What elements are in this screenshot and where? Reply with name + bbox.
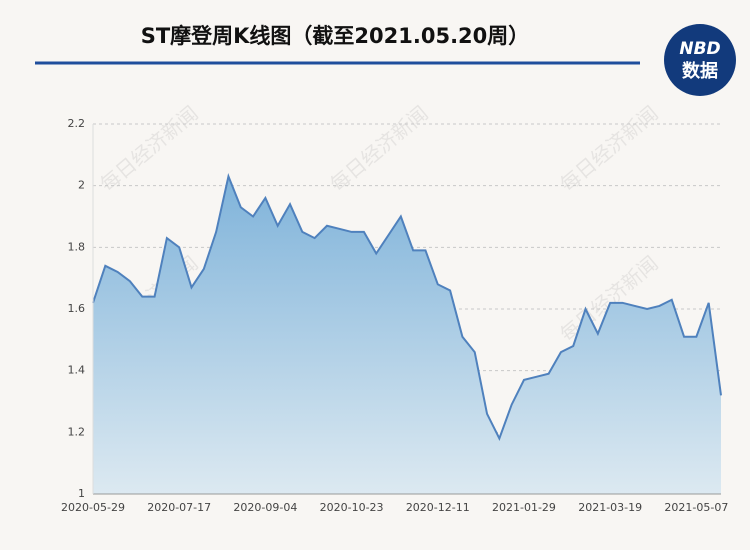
- x-tick-label: 2021-05-07: [664, 501, 728, 514]
- y-tick-label: 1.4: [68, 364, 86, 377]
- x-tick-label: 2020-12-11: [406, 501, 470, 514]
- logo-text: 数据: [682, 60, 718, 82]
- logo-text: NBD: [679, 39, 720, 59]
- logo-circle: [664, 24, 736, 96]
- y-tick-label: 2: [78, 179, 85, 192]
- x-tick-label: 2020-09-04: [233, 501, 297, 514]
- area-fill: [93, 176, 721, 494]
- area-line: [92, 173, 722, 442]
- x-tick-label: 2020-05-29: [61, 501, 125, 514]
- y-tick-label: 2.2: [68, 117, 86, 130]
- y-tick-label: 1: [78, 487, 85, 500]
- chart-title: ST摩登周K线图（截至2021.05.20周）: [141, 24, 530, 48]
- x-tick-label: 2020-10-23: [320, 501, 384, 514]
- y-tick-label: 1.6: [68, 302, 86, 315]
- x-tick-label: 2021-03-19: [578, 501, 642, 514]
- y-tick-label: 1.2: [68, 425, 86, 438]
- y-tick-label: 1.8: [68, 240, 86, 253]
- x-tick-label: 2021-01-29: [492, 501, 556, 514]
- x-tick-label: 2020-07-17: [147, 501, 211, 514]
